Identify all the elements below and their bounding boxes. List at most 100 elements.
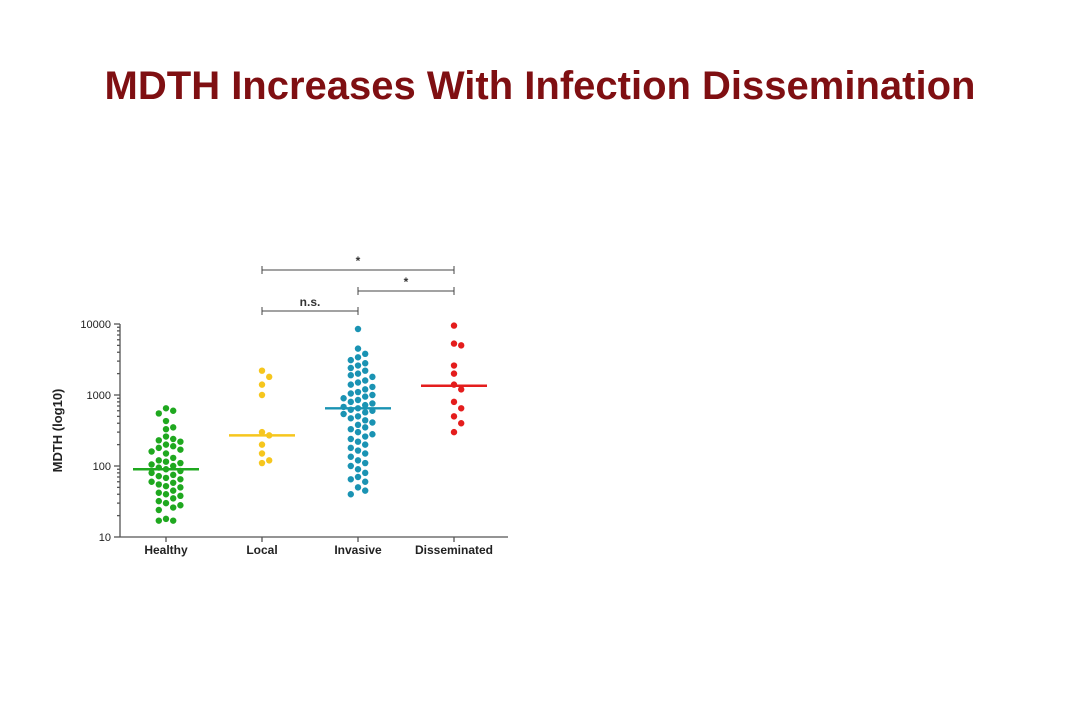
data-point-invasive [354,484,362,491]
data-point-invasive [354,428,362,436]
data-point-invasive [362,409,369,416]
data-point-disseminated [450,322,458,329]
data-point-invasive [369,400,376,407]
data-point-healthy [162,441,170,448]
data-point-healthy [162,450,170,457]
data-point-invasive [354,362,362,369]
data-point-disseminated [458,342,465,349]
data-point-disseminated [450,340,458,347]
data-point-invasive [354,457,362,464]
data-point-healthy [155,472,162,480]
data-point-healthy [162,417,170,425]
significance-bracket: n.s. [261,295,359,315]
data-point-healthy [177,446,184,453]
significance-brackets: * n.s. * [261,254,455,315]
data-point-invasive [354,438,362,445]
data-point-healthy [155,481,162,488]
data-point-local [266,373,273,381]
data-point-invasive [362,433,369,440]
data-point-invasive [354,379,362,386]
data-point-healthy [177,476,184,483]
data-point-disseminated [450,428,458,436]
data-point-invasive [354,345,362,352]
data-point-healthy [170,517,177,524]
data-point-invasive [362,367,369,374]
data-point-invasive [347,476,354,483]
data-point-disseminated [450,362,458,369]
data-point-healthy [155,444,162,452]
data-point-disseminated [458,386,465,393]
data-point-invasive [354,473,362,481]
data-point-invasive [369,431,376,438]
data-point-healthy [148,469,155,477]
data-point-local [258,459,266,467]
x-tick-label: Local [246,543,277,557]
data-point-local [258,391,266,399]
data-point-invasive [347,491,354,498]
data-point-invasive [369,419,376,426]
data-point-invasive [347,453,354,460]
data-point-healthy [148,448,155,455]
slide-title: MDTH Increases With Infection Disseminat… [104,64,976,108]
data-point-healthy [162,458,170,465]
data-point-healthy [170,407,177,414]
data-point-local [258,450,266,457]
data-point-healthy [177,459,184,467]
data-point-healthy [162,425,170,433]
data-point-invasive [362,417,369,424]
data-point-healthy [170,454,177,462]
data-point-healthy [155,506,162,514]
data-point-healthy [162,515,170,523]
data-point-invasive [347,372,354,379]
data-point-healthy [177,492,184,500]
data-point-healthy [148,478,155,485]
significance-bracket: * [357,275,455,295]
x-tick-label: Disseminated [415,543,493,557]
x-tick-label: Invasive [334,543,382,557]
significance-label: * [356,254,361,268]
data-point-invasive [347,435,354,443]
data-point-healthy [170,462,177,470]
data-point-healthy [177,438,184,445]
data-point-healthy [162,482,170,490]
data-point-local [258,441,266,448]
data-point-invasive [369,373,376,381]
significance-bracket: * [261,254,455,274]
data-point-invasive [354,388,362,396]
data-point-invasive [362,478,369,485]
data-point-invasive [347,462,354,470]
data-point-healthy [155,497,162,505]
data-point-disseminated [450,398,458,406]
y-tick-label: 1000 [87,390,111,402]
data-point-healthy [170,471,177,479]
data-point-invasive [362,450,369,457]
data-point-invasive [354,421,362,429]
data-point-invasive [347,381,354,388]
y-tick-label: 100 [93,461,111,473]
data-point-local [258,367,266,374]
data-point-invasive [354,466,362,473]
median-lines [133,384,487,471]
data-point-healthy [155,410,162,417]
data-point-healthy [162,433,170,440]
data-point-disseminated [458,405,465,412]
data-point-invasive [347,398,354,406]
data-point-healthy [162,405,170,412]
data-point-healthy [162,491,170,498]
data-point-healthy [170,495,177,502]
data-point-invasive [369,383,376,391]
x-tick-label: Healthy [144,543,188,557]
data-point-invasive [347,356,354,364]
data-point-healthy [155,489,162,496]
data-point-invasive [347,415,354,422]
data-point-healthy [170,479,177,486]
data-point-invasive [362,459,369,467]
data-point-invasive [340,410,347,418]
data-point-invasive [354,413,362,420]
data-point-healthy [155,457,162,464]
chart-axes: 10 100 1000 10000 MDTH (log10) Healthy Local In… [50,319,508,557]
data-point-healthy [177,502,184,509]
data-point-invasive [354,396,362,404]
data-point-healthy [155,437,162,444]
data-point-healthy [170,487,177,494]
